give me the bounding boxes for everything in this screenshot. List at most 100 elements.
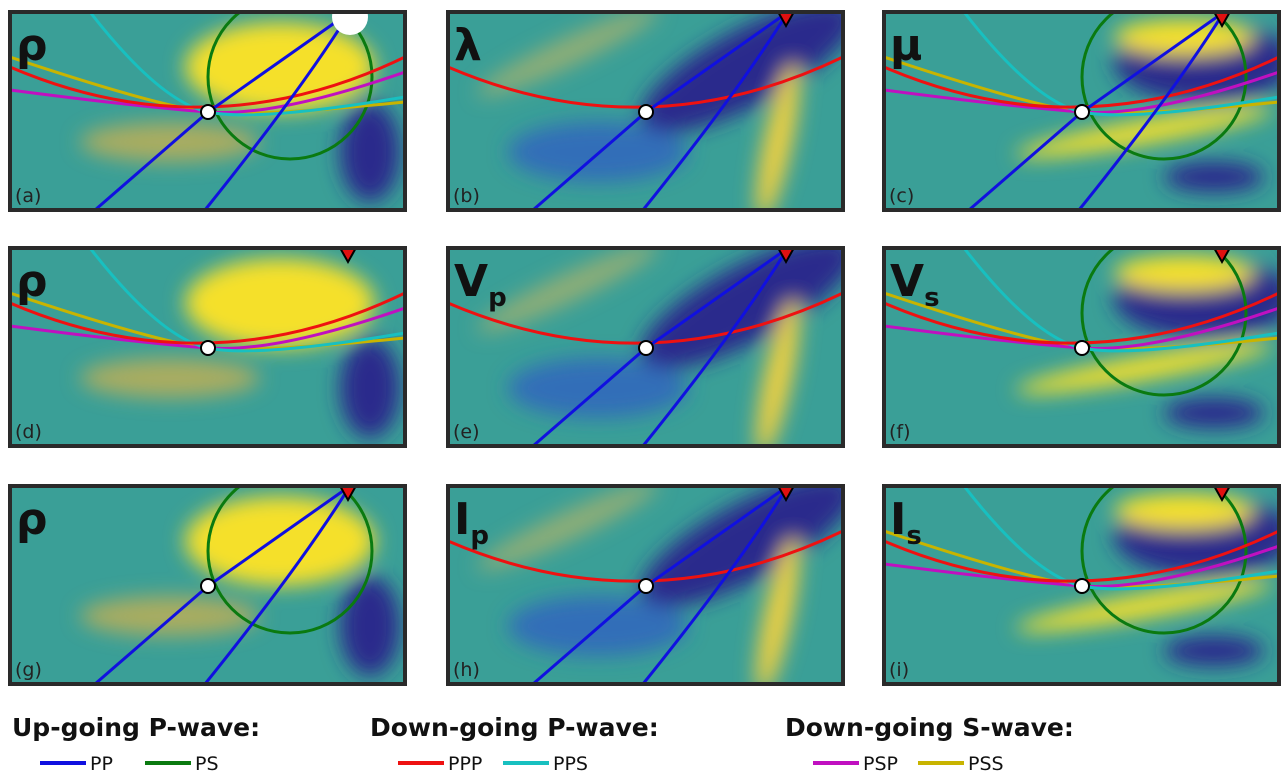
blobs <box>477 486 843 684</box>
label-main: I <box>454 494 470 545</box>
legend-item: PPP <box>448 753 482 773</box>
blobs <box>1015 493 1279 666</box>
source-marker <box>776 486 796 503</box>
panel-image <box>10 248 405 446</box>
blob <box>1164 636 1264 666</box>
wave-curve <box>203 12 352 210</box>
label-main: ρ <box>16 494 48 545</box>
panel-tag: (c) <box>889 185 914 207</box>
panel-frame <box>8 10 407 212</box>
legend-item: PSS <box>968 753 1004 773</box>
scatter-point <box>638 578 654 594</box>
wave-curve <box>641 248 790 446</box>
blob <box>756 63 800 210</box>
blob <box>340 576 400 676</box>
blob <box>756 537 800 684</box>
blob <box>80 358 260 398</box>
panel-label: Vp <box>454 256 507 313</box>
panel: ρ (d) <box>8 246 407 448</box>
legend-item: PS <box>195 753 219 773</box>
panel-label: ρ <box>16 256 48 307</box>
label-main: ρ <box>16 20 48 71</box>
panel-tag: (f) <box>889 421 911 443</box>
panel-label: μ <box>890 20 922 71</box>
wave-curve <box>1080 248 1248 397</box>
panel: Is (i) <box>882 484 1281 686</box>
scatter-point <box>638 104 654 120</box>
blob <box>756 299 800 446</box>
scatter-point <box>200 340 216 356</box>
wave-curve <box>206 486 374 635</box>
source-marker <box>776 12 796 29</box>
blob <box>340 338 400 438</box>
panel: ρ (g) <box>8 484 407 686</box>
label-main: I <box>890 494 906 545</box>
panel-image <box>10 12 405 210</box>
panel-frame <box>446 484 845 686</box>
panel: ρ (a) <box>8 10 407 212</box>
legend-title: Down-going S-wave: <box>785 713 1074 742</box>
panel-image <box>448 12 843 210</box>
panel-tag: (b) <box>453 185 480 207</box>
panel-frame <box>446 10 845 212</box>
blob <box>1164 162 1264 192</box>
panel-frame <box>882 10 1281 212</box>
blob <box>185 496 375 586</box>
panel: Vp (e) <box>446 246 845 448</box>
wave-curve <box>206 12 374 161</box>
label-sub: s <box>924 283 939 313</box>
source-marker <box>776 248 796 265</box>
source-marker <box>1212 486 1232 503</box>
panel: Vs (f) <box>882 246 1281 448</box>
blobs <box>80 258 400 438</box>
legend-item: PP <box>90 753 113 773</box>
panel-label: ρ <box>16 494 48 545</box>
panel-image <box>10 486 405 684</box>
label-main: μ <box>890 20 922 71</box>
scatter-point <box>1074 340 1090 356</box>
wave-curve <box>1077 12 1226 210</box>
blob <box>1114 493 1254 529</box>
panel-image <box>448 248 843 446</box>
blob <box>1164 398 1264 428</box>
blob <box>640 248 843 369</box>
label-sub: p <box>470 521 489 551</box>
panel-tag: (d) <box>15 421 42 443</box>
wave-curve <box>1080 12 1248 161</box>
panel-frame <box>446 246 845 448</box>
label-main: λ <box>454 20 482 71</box>
panel-tag: (h) <box>453 659 480 681</box>
label-main: V <box>890 256 924 307</box>
panel-tag: (i) <box>889 659 909 681</box>
panel-image <box>884 486 1279 684</box>
panel-tag: (e) <box>453 421 480 443</box>
blob <box>1015 342 1273 394</box>
blob <box>80 122 260 162</box>
panel-frame <box>8 246 407 448</box>
wave-curve <box>1080 486 1248 635</box>
legend-item: PPS <box>553 753 588 773</box>
blob <box>1114 19 1254 55</box>
label-main: V <box>454 256 488 307</box>
panel-image <box>884 12 1279 210</box>
panel-image <box>448 486 843 684</box>
marker <box>332 12 368 35</box>
legend-title: Up-going P-wave: <box>12 713 260 742</box>
scatter-point <box>200 104 216 120</box>
blob <box>80 596 260 636</box>
panel-label: Vs <box>890 256 940 313</box>
blob <box>340 102 400 202</box>
panel-frame <box>882 484 1281 686</box>
wave-curve <box>641 486 790 684</box>
source-marker <box>338 486 358 503</box>
label-sub: p <box>488 283 507 313</box>
panel-label: λ <box>454 20 482 71</box>
scatter-point <box>638 340 654 356</box>
panel: Ip (h) <box>446 484 845 686</box>
label-main: ρ <box>16 256 48 307</box>
panel-tag: (g) <box>15 659 42 681</box>
panel-label: ρ <box>16 20 48 71</box>
wave-curve <box>641 12 790 210</box>
legend-item: PSP <box>863 753 898 773</box>
